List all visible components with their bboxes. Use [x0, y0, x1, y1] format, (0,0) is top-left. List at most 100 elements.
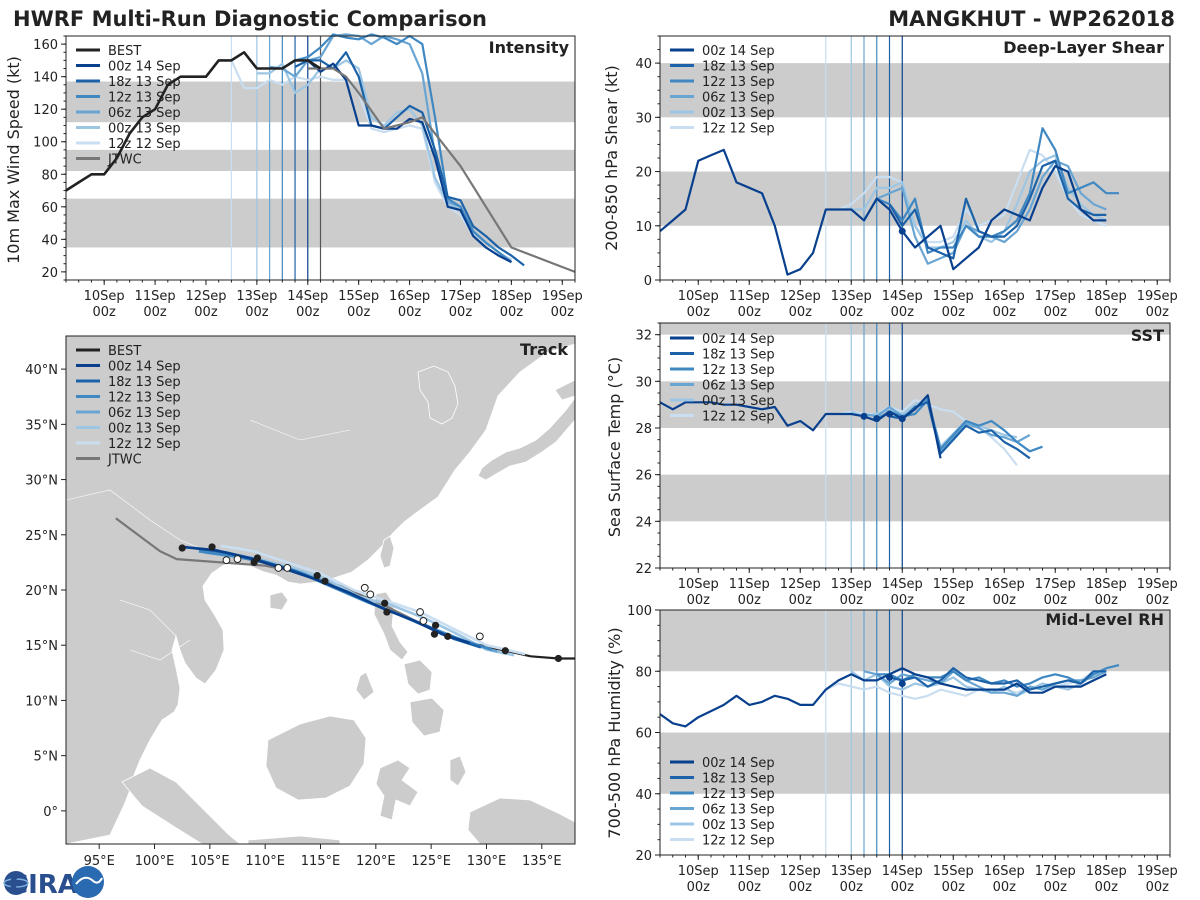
x-tick-label: 18Sep — [1086, 289, 1127, 304]
x-tick-label: 13Sep — [236, 289, 277, 304]
x-tick-sublabel: 00z — [1146, 593, 1170, 608]
x-tick-sublabel: 00z — [296, 305, 320, 320]
legend-label: 00z 14 Sep — [108, 360, 181, 375]
x-tick-label: 11Sep — [729, 577, 770, 592]
x-tick-label: 11Sep — [729, 864, 770, 879]
analysis-point — [886, 410, 893, 418]
map-area — [66, 336, 575, 844]
figure-title-right: MANGKHUT - WP262018 — [888, 7, 1175, 31]
x-tick-label: 11Sep — [729, 289, 770, 304]
lat-tick-label: 40°N — [25, 363, 58, 378]
figure-title-left: HWRF Multi-Run Diagnostic Comparison — [13, 7, 487, 31]
legend-label: BEST — [108, 44, 141, 59]
logo-text: CIRA — [9, 870, 78, 900]
legend-label: 06z 13 Sep — [702, 379, 775, 394]
legend-label: 12z 12 Sep — [702, 410, 775, 425]
legend-label: 18z 13 Sep — [702, 60, 775, 75]
cira-logo: CIRA — [3, 866, 104, 900]
map-borders — [66, 419, 351, 661]
y-tick-label: 80 — [635, 665, 652, 680]
x-tick-label: 13Sep — [831, 289, 872, 304]
y-tick-label: 32 — [635, 329, 652, 344]
shaded-band — [660, 610, 1170, 672]
track-point-filled — [430, 630, 439, 638]
x-tick-sublabel: 00z — [993, 880, 1017, 895]
legend-label: 06z 13 Sep — [702, 91, 775, 106]
y-tick-label: 26 — [635, 469, 652, 484]
lon-tick-label: 115°E — [301, 854, 341, 869]
x-tick-sublabel: 00z — [789, 880, 813, 895]
legend-label: 12z 12 Sep — [702, 834, 775, 849]
track-series — [115, 517, 575, 660]
y-tick-label: 120 — [33, 103, 58, 118]
track-line-00z-13-sep — [220, 551, 515, 657]
x-tick-sublabel: 00z — [993, 593, 1017, 608]
lon-tick-label: 95°E — [84, 854, 115, 869]
border-line — [249, 419, 351, 441]
analysis-point — [860, 412, 868, 420]
x-tick-label: 19Sep — [542, 289, 583, 304]
map-land — [66, 336, 575, 844]
lon-tick-label: 135°E — [522, 854, 562, 869]
x-tick-sublabel: 00z — [738, 880, 762, 895]
y-tick-label: 160 — [33, 38, 58, 53]
y-tick-label: 28 — [635, 422, 652, 437]
track-point-filled — [444, 632, 452, 640]
x-tick-sublabel: 00z — [789, 593, 813, 608]
land-visayas — [403, 659, 433, 695]
x-tick-sublabel: 00z — [789, 305, 813, 320]
track-title: Track — [520, 340, 568, 359]
x-tick-sublabel: 00z — [993, 305, 1017, 320]
x-tick-label: 15Sep — [933, 864, 974, 879]
series-line-00z-14-sep — [659, 667, 1107, 728]
x-tick-label: 12Sep — [780, 289, 821, 304]
x-tick-label: 16Sep — [984, 289, 1025, 304]
lat-tick-label: 5°N — [34, 750, 59, 765]
lat-tick-label: 20°N — [25, 584, 58, 599]
track-panel: 95°E 100°E 105°E 110°E 115°E 120°E 125°E 130°E 1… — [25, 335, 576, 869]
shear-bands — [660, 63, 1170, 226]
legend-label: 06z 13 Sep — [702, 803, 775, 818]
sst-axes: 22242628303210Sep00z11Sep00z12Sep00z13Se… — [635, 322, 1178, 608]
y-tick-label: 30 — [635, 111, 652, 126]
legend-label: 06z 13 Sep — [108, 106, 181, 121]
series-line-12z-12-sep — [230, 59, 512, 260]
intensity-panel: 2040608010012014016010Sep00z11Sep00z12Se… — [4, 33, 583, 320]
border-line — [66, 489, 211, 553]
x-tick-sublabel: 00z — [687, 880, 711, 895]
border-line — [129, 639, 191, 661]
x-tick-label: 10Sep — [678, 864, 719, 879]
legend-label: 00z 13 Sep — [108, 422, 181, 437]
x-tick-label: 10Sep — [84, 289, 125, 304]
legend-label: 12z 13 Sep — [108, 91, 181, 106]
x-tick-label: 18Sep — [491, 289, 532, 304]
x-tick-sublabel: 00z — [840, 593, 864, 608]
series-line-jtwc — [307, 67, 576, 273]
logo-wave-icon — [75, 876, 103, 885]
x-tick-sublabel: 00z — [551, 305, 575, 320]
y-tick-label: 60 — [635, 727, 652, 742]
x-tick-label: 15Sep — [338, 289, 379, 304]
track-point-filled — [178, 544, 186, 552]
x-tick-sublabel: 00z — [1146, 305, 1170, 320]
lon-tick-label: 100°E — [135, 854, 175, 869]
x-tick-label: 19Sep — [1137, 289, 1178, 304]
track-point-filled — [208, 543, 216, 551]
y-tick-label: 20 — [635, 849, 652, 864]
track-point-open — [222, 556, 231, 565]
track-point-open — [475, 632, 484, 641]
x-tick-label: 16Sep — [984, 577, 1025, 592]
track-point-filled — [431, 621, 440, 629]
legend-label: 00z 14 Sep — [702, 756, 775, 771]
x-tick-sublabel: 00z — [1095, 305, 1119, 320]
legend-label: 00z 13 Sep — [108, 122, 181, 137]
shaded-band — [660, 63, 1170, 118]
x-tick-sublabel: 00z — [194, 305, 218, 320]
x-tick-sublabel: 00z — [738, 305, 762, 320]
y-tick-label: 100 — [33, 136, 58, 151]
x-tick-sublabel: 00z — [245, 305, 269, 320]
x-tick-sublabel: 00z — [738, 593, 762, 608]
x-tick-sublabel: 00z — [1095, 593, 1119, 608]
